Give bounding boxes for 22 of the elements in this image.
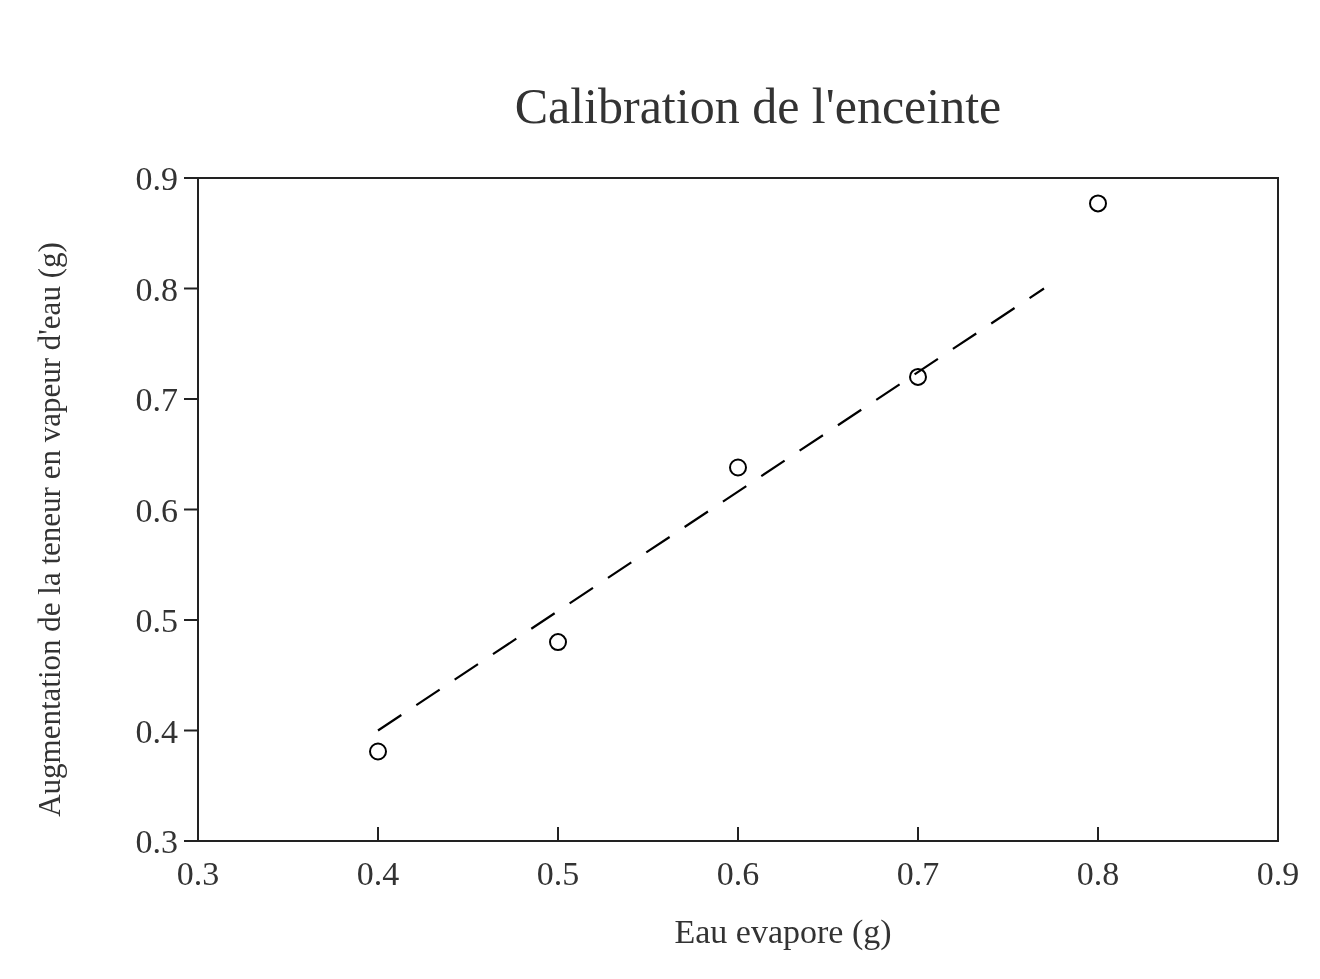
point <box>729 458 747 477</box>
y-tick-label: 0.6 <box>135 491 178 529</box>
x-tick-label: 0.3 <box>176 855 220 892</box>
y-tick-label: 0.4 <box>135 712 178 750</box>
x-axis-title: Eau evapore (g) <box>674 913 892 951</box>
y-tick-label: 0.7 <box>135 381 178 418</box>
point <box>1089 194 1107 213</box>
y-axis-title: Augmentation de la teneur en vapeur d'eau (g) <box>32 242 67 817</box>
y-tick-label: 0.3 <box>135 823 178 860</box>
point <box>369 742 387 761</box>
y-tick-label: 0.5 <box>135 602 178 639</box>
x-tick-label: 0.7 <box>896 855 940 892</box>
y-tick-label: 0.8 <box>135 270 178 308</box>
y-tick-label: 0.9 <box>135 160 178 197</box>
x-tick-label: 0.6 <box>716 855 760 892</box>
chart-title: Calibration de l'enceinte <box>514 78 1002 134</box>
x-tick-label: 0.5 <box>536 855 580 892</box>
x-tick-label: 0.8 <box>1076 855 1120 892</box>
point <box>909 367 927 386</box>
x-tick-label: 0.4 <box>356 855 400 892</box>
x-tick-label: 0.9 <box>1256 855 1300 892</box>
point <box>549 633 567 652</box>
